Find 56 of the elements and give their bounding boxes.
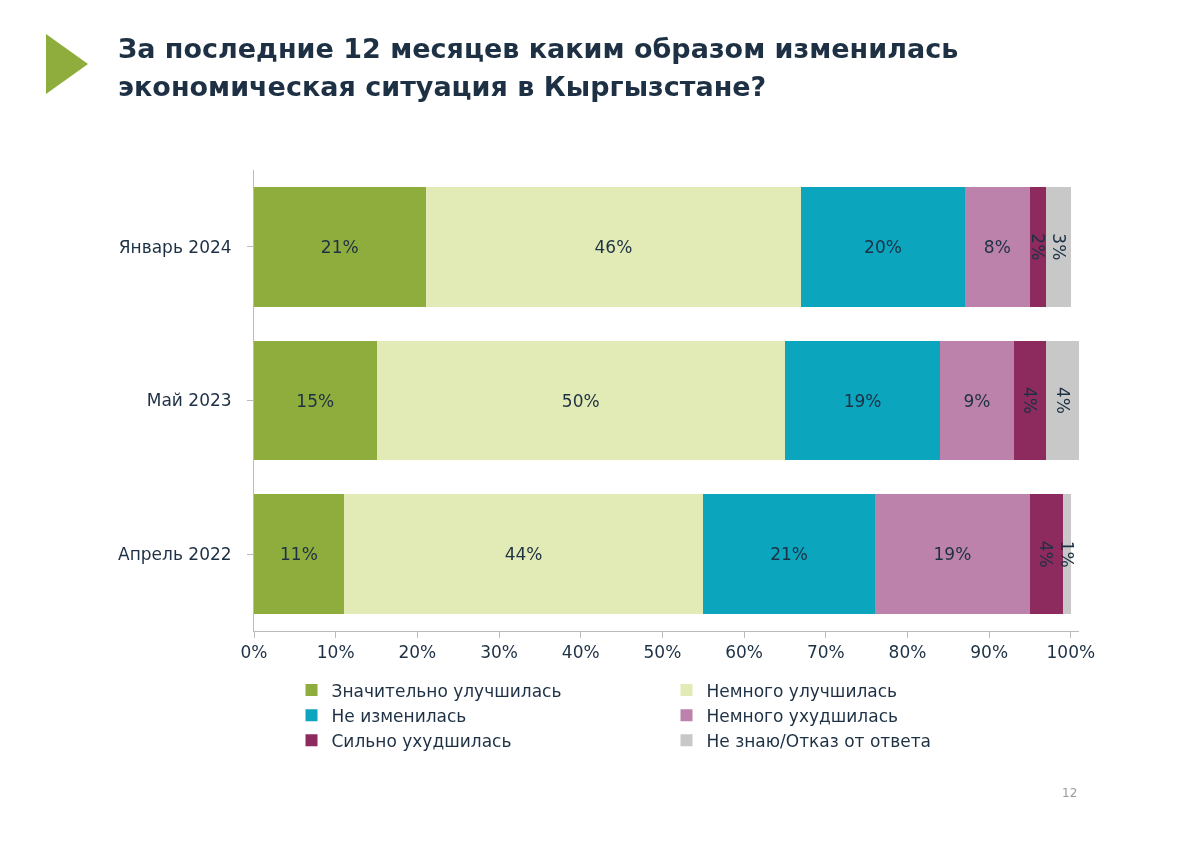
x-tick-label: 60% <box>725 642 763 663</box>
data-label: 46% <box>594 236 633 257</box>
bar <box>940 340 1014 461</box>
bar <box>425 186 802 307</box>
bar <box>1013 340 1047 461</box>
data-label: 15% <box>296 390 335 411</box>
data-label: 4% <box>1052 387 1073 414</box>
bar <box>343 494 704 615</box>
data-label: 19% <box>843 390 882 411</box>
data-label: 4% <box>1019 387 1040 414</box>
data-label: 19% <box>933 544 972 565</box>
data-label: 2% <box>1028 233 1049 261</box>
x-tick-label: 70% <box>806 642 845 663</box>
x-tick-label: 20% <box>398 642 437 663</box>
bar <box>964 186 1030 307</box>
x-tick-label: 10% <box>316 642 355 663</box>
bar <box>254 186 426 307</box>
x-tick-label: 50% <box>643 642 682 663</box>
data-label: 4% <box>1036 540 1057 568</box>
data-label: 50% <box>561 390 600 411</box>
x-tick-label: 0% <box>240 642 268 663</box>
data-label: 21% <box>770 544 808 565</box>
legend-label: Не знаю/Отказ от ответа <box>706 730 931 751</box>
data-label: 21% <box>320 236 359 257</box>
bar <box>1046 340 1079 461</box>
bar <box>801 186 965 307</box>
data-label: 1% <box>1056 540 1077 568</box>
y-tick-label: Май 2023 <box>146 390 232 411</box>
legend-label: Немного улучшилась <box>706 680 898 701</box>
data-label: 9% <box>963 390 991 411</box>
legend-label: Не изменилась <box>331 705 467 726</box>
x-tick-label: 90% <box>970 642 1009 663</box>
data-label: 8% <box>983 236 1011 257</box>
text: 12 <box>1062 786 1078 800</box>
bar <box>1029 494 1063 615</box>
x-tick-label: 40% <box>561 642 600 663</box>
legend-label: Значительно улучшилась <box>331 680 562 701</box>
data-label: 3% <box>1048 233 1069 261</box>
bar <box>1046 186 1071 307</box>
chart-title: За последние 12 месяцев каким образом изменилась экономическая ситуация в Кыргызстане? <box>118 32 960 104</box>
bar <box>784 340 941 461</box>
bar <box>874 494 1030 615</box>
x-tick-label: 100% <box>1046 642 1096 663</box>
data-label: 11% <box>280 544 318 565</box>
data-label: 20% <box>864 236 902 257</box>
bar <box>703 494 875 615</box>
x-tick-label: 80% <box>888 642 927 663</box>
legend-label: Немного ухудшилась <box>706 705 899 726</box>
bar <box>254 340 377 461</box>
bar <box>254 494 344 615</box>
legend-label: Сильно ухудшилась <box>331 730 512 751</box>
y-tick-label: Январь 2024 <box>118 236 232 257</box>
x-tick-label: 30% <box>480 642 518 663</box>
data-label: 44% <box>504 544 543 565</box>
bar <box>376 340 785 461</box>
y-tick-label: Апрель 2022 <box>118 544 232 565</box>
